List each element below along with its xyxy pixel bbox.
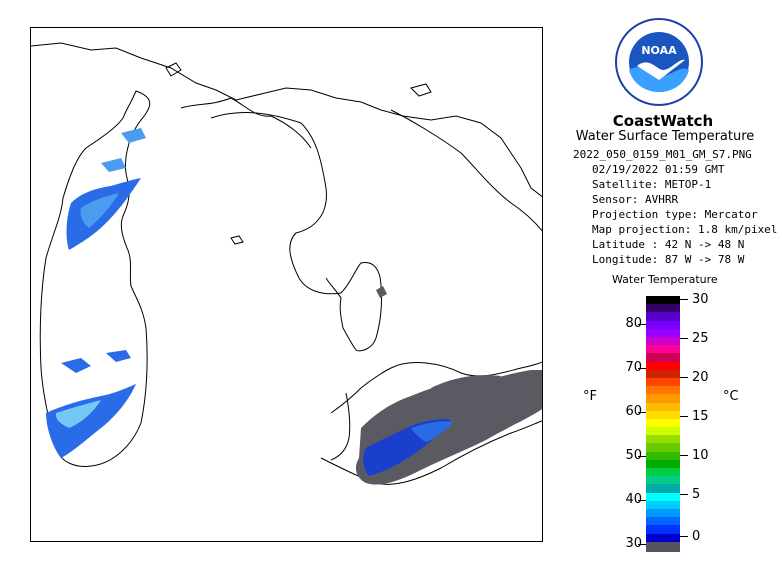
fahrenheit-tick-label: 80 bbox=[625, 316, 642, 331]
island-coastline bbox=[230, 235, 244, 245]
water-patch-south bbox=[46, 384, 136, 458]
water-patch-erie-2 bbox=[411, 421, 453, 442]
celsius-tick bbox=[680, 416, 688, 417]
colorbar-swatch bbox=[646, 377, 680, 388]
water-patch-south-inner bbox=[55, 400, 101, 428]
colorbar-swatch bbox=[646, 476, 680, 487]
celsius-unit-label: °C bbox=[723, 389, 739, 404]
colorbar-swatch bbox=[646, 328, 680, 339]
water-patch-small bbox=[101, 158, 126, 172]
fahrenheit-tick-label: 70 bbox=[625, 360, 642, 375]
colorbar-swatch bbox=[646, 459, 680, 470]
colorbar-swatch bbox=[646, 369, 680, 380]
celsius-tick-label: 20 bbox=[692, 370, 709, 385]
celsius-tick-label: 25 bbox=[692, 331, 709, 346]
projection-type-label: Projection type: Mercator bbox=[592, 208, 758, 221]
colorbar-swatch bbox=[646, 509, 680, 520]
colorbar-swatch bbox=[646, 296, 680, 306]
celsius-tick-label: 30 bbox=[692, 292, 709, 307]
colorbar-swatch bbox=[646, 484, 680, 495]
colorbar-swatch bbox=[646, 468, 680, 479]
colorbar-swatch bbox=[646, 320, 680, 331]
noaa-logo-icon: NOAA bbox=[615, 18, 703, 106]
fahrenheit-tick bbox=[638, 324, 646, 325]
longitude-label: Longitude: 87 W -> 78 W bbox=[592, 253, 745, 266]
colorbar-swatch bbox=[646, 435, 680, 446]
lake-michigan-coastline bbox=[39, 90, 151, 467]
cloud-area bbox=[431, 375, 501, 400]
celsius-tick-label: 15 bbox=[692, 409, 709, 424]
celsius-tick-label: 5 bbox=[692, 487, 701, 502]
fahrenheit-tick bbox=[638, 456, 646, 457]
map-projection-label: Map projection: 1.8 km/pixel bbox=[592, 223, 778, 236]
colorbar-swatch bbox=[646, 443, 680, 454]
colorbar-swatch bbox=[646, 304, 680, 315]
water-patch-small bbox=[121, 128, 146, 143]
filename-label: 2022_050_0159_M01_GM_S7.PNG bbox=[573, 148, 752, 161]
celsius-tick bbox=[680, 536, 688, 537]
fahrenheit-tick-label: 60 bbox=[625, 404, 642, 419]
mackinac-coastline bbox=[180, 97, 312, 149]
detroit-river-coastline bbox=[330, 392, 351, 461]
colorbar-swatch bbox=[646, 345, 680, 356]
datetime-label: 02/19/2022 01:59 GMT bbox=[592, 163, 725, 176]
colorbar-swatch bbox=[646, 312, 680, 323]
product-subtitle: Water Surface Temperature bbox=[575, 129, 755, 144]
georgian-bay-coastline bbox=[390, 109, 542, 232]
logo-bird bbox=[637, 59, 685, 80]
fahrenheit-tick-label: 30 bbox=[625, 536, 642, 551]
water-patch-north bbox=[66, 178, 141, 250]
fahrenheit-tick bbox=[638, 412, 646, 413]
island-coastline bbox=[165, 62, 182, 77]
fahrenheit-tick-label: 40 bbox=[625, 492, 642, 507]
celsius-tick bbox=[680, 299, 688, 300]
brand-title: CoastWatch bbox=[612, 112, 714, 130]
map-panel bbox=[30, 27, 543, 542]
fahrenheit-unit-label: °F bbox=[583, 389, 597, 404]
colorbar-swatch bbox=[646, 517, 680, 528]
colorbar-swatch bbox=[646, 525, 680, 536]
colorbar-swatch bbox=[646, 500, 680, 511]
colorbar-swatch bbox=[646, 533, 680, 544]
celsius-tick bbox=[680, 494, 688, 495]
fahrenheit-tick bbox=[638, 544, 646, 545]
colorbar-swatch bbox=[646, 541, 680, 552]
celsius-tick bbox=[680, 455, 688, 456]
colorbar-swatch bbox=[646, 336, 680, 347]
celsius-tick-label: 0 bbox=[692, 529, 701, 544]
latitude-label: Latitude : 42 N -> 48 N bbox=[592, 238, 745, 251]
colorbar-swatch bbox=[646, 418, 680, 429]
fahrenheit-tick-label: 50 bbox=[625, 448, 642, 463]
colorbar-swatch bbox=[646, 353, 680, 364]
satellite-label: Satellite: METOP-1 bbox=[592, 178, 712, 191]
lake-erie-coastline bbox=[330, 361, 542, 414]
water-patch-north-inner bbox=[80, 193, 119, 228]
fahrenheit-tick bbox=[638, 500, 646, 501]
colorbar-swatch bbox=[646, 492, 680, 503]
colorbar-swatch bbox=[646, 386, 680, 397]
colorbar-swatch bbox=[646, 451, 680, 462]
celsius-tick bbox=[680, 338, 688, 339]
noaa-logo-svg: NOAA bbox=[615, 18, 703, 106]
colorbar-swatch bbox=[646, 361, 680, 372]
water-patch-small bbox=[106, 350, 131, 362]
colorbar-swatch bbox=[646, 427, 680, 438]
logo-text: NOAA bbox=[641, 44, 677, 57]
celsius-tick bbox=[680, 377, 688, 378]
sensor-label: Sensor: AVHRR bbox=[592, 193, 679, 206]
celsius-tick-label: 10 bbox=[692, 448, 709, 463]
map-svg bbox=[31, 42, 542, 485]
colorbar-swatch bbox=[646, 394, 680, 405]
cloud-area bbox=[376, 286, 387, 298]
lake-huron-coastline bbox=[210, 112, 382, 352]
fahrenheit-tick bbox=[638, 368, 646, 369]
colorbar-swatch bbox=[646, 410, 680, 421]
water-temperature-patches bbox=[46, 128, 453, 476]
water-patch-small bbox=[61, 358, 91, 373]
island-coastline bbox=[410, 83, 432, 97]
legend-title: Water Temperature bbox=[612, 273, 718, 286]
upper-peninsula-coastline bbox=[31, 42, 542, 198]
colorbar-swatch bbox=[646, 402, 680, 413]
colorbar bbox=[646, 296, 680, 552]
